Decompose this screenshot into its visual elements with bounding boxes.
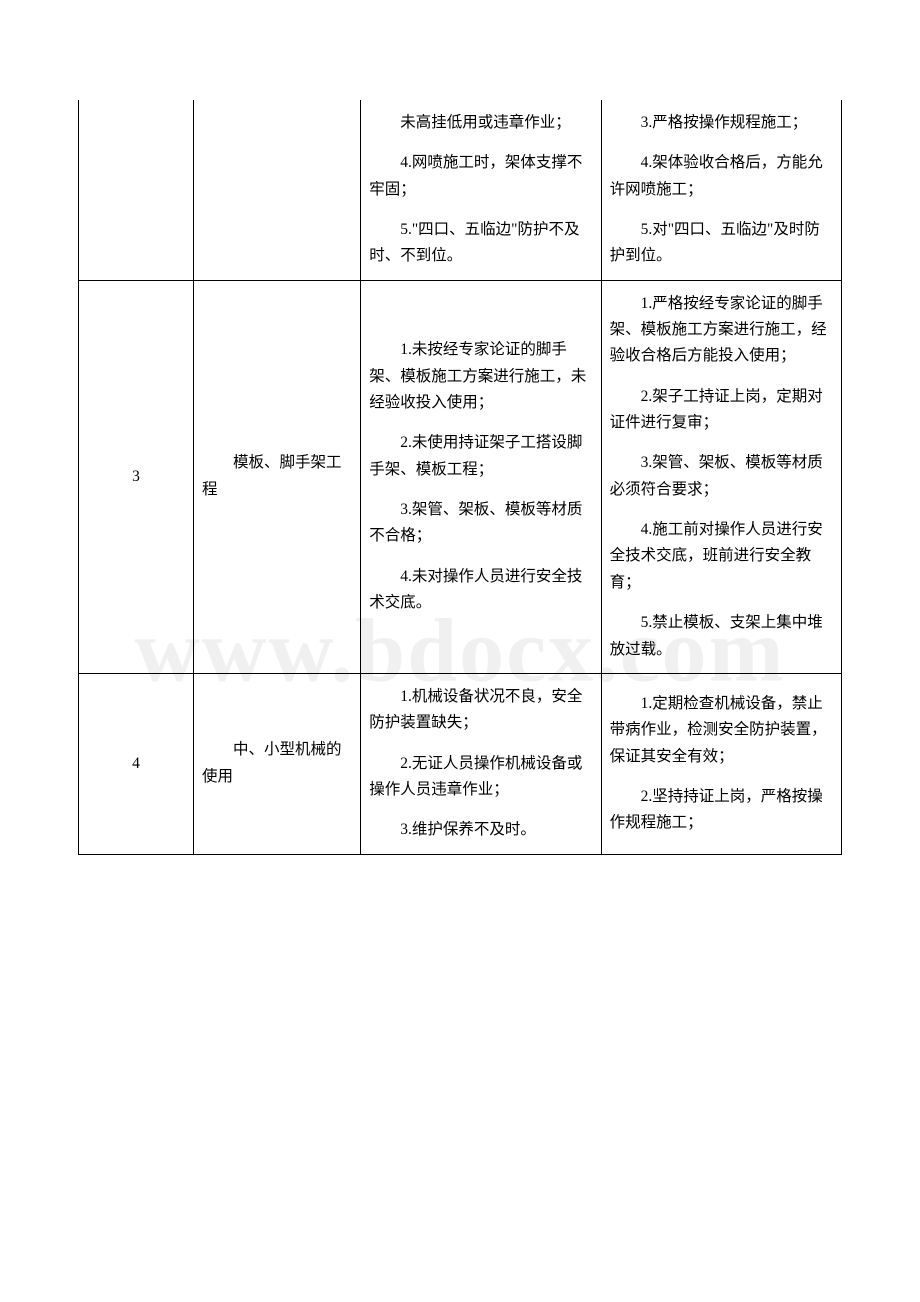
risk-item: 2.未使用持证架子工搭设脚手架、模板工程； [369,430,592,483]
risk-item: 4.网喷施工时，架体支撑不牢固； [369,150,592,203]
table-row: 未高挂低用或违章作业； 4.网喷施工时，架体支撑不牢固； 5."四口、五临边"防… [79,100,842,280]
risk-item: 3.维护保养不及时。 [369,817,592,843]
measure-item: 4.架体验收合格后，方能允许网喷施工； [610,150,833,203]
measure-item: 2.坚持持证上岗，严格按操作规程施工； [610,784,833,837]
risk-item: 4.未对操作人员进行安全技术交底。 [369,564,592,617]
cell-risk: 未高挂低用或违章作业； 4.网喷施工时，架体支撑不牢固； 5."四口、五临边"防… [361,100,601,280]
risk-item: 未高挂低用或违章作业； [369,110,592,136]
cell-measure: 1.严格按经专家论证的脚手架、模板施工方案进行施工，经验收合格后方能投入使用； … [601,280,841,673]
cell-category: 模板、脚手架工程 [193,280,360,673]
measure-item: 1.严格按经专家论证的脚手架、模板施工方案进行施工，经验收合格后方能投入使用； [610,291,833,370]
table-row: 3 模板、脚手架工程 1.未按经专家论证的脚手架、模板施工方案进行施工，未经验收… [79,280,842,673]
risk-item: 1.机械设备状况不良，安全防护装置缺失； [369,684,592,737]
cell-measure: 3.严格按操作规程施工； 4.架体验收合格后，方能允许网喷施工； 5.对"四口、… [601,100,841,280]
cell-risk: 1.未按经专家论证的脚手架、模板施工方案进行施工，未经验收投入使用； 2.未使用… [361,280,601,673]
risk-item: 2.无证人员操作机械设备或操作人员违章作业； [369,751,592,804]
risk-item: 1.未按经专家论证的脚手架、模板施工方案进行施工，未经验收投入使用； [369,337,592,416]
cell-num: 3 [79,280,194,673]
measure-item: 1.定期检查机械设备，禁止带病作业，检测安全防护装置，保证其安全有效； [610,691,833,770]
cell-risk: 1.机械设备状况不良，安全防护装置缺失； 2.无证人员操作机械设备或操作人员违章… [361,673,601,854]
measure-item: 5.禁止模板、支架上集中堆放过载。 [610,610,833,663]
measure-item: 3.架管、架板、模板等材质必须符合要求； [610,450,833,503]
cell-num [79,100,194,280]
measure-item: 5.对"四口、五临边"及时防护到位。 [610,217,833,270]
risk-item: 5."四口、五临边"防护不及时、不到位。 [369,217,592,270]
table-row: 4 中、小型机械的使用 1.机械设备状况不良，安全防护装置缺失； 2.无证人员操… [79,673,842,854]
cell-measure: 1.定期检查机械设备，禁止带病作业，检测安全防护装置，保证其安全有效； 2.坚持… [601,673,841,854]
cell-category: 中、小型机械的使用 [193,673,360,854]
measure-item: 2.架子工持证上岗，定期对证件进行复审； [610,384,833,437]
cell-num: 4 [79,673,194,854]
category-text: 模板、脚手架工程 [202,450,352,503]
measure-item: 4.施工前对操作人员进行安全技术交底，班前进行安全教育； [610,517,833,596]
measure-item: 3.严格按操作规程施工； [610,110,833,136]
category-text: 中、小型机械的使用 [202,737,352,790]
risk-item: 3.架管、架板、模板等材质不合格； [369,497,592,550]
safety-table: 未高挂低用或违章作业； 4.网喷施工时，架体支撑不牢固； 5."四口、五临边"防… [78,100,842,855]
cell-category [193,100,360,280]
